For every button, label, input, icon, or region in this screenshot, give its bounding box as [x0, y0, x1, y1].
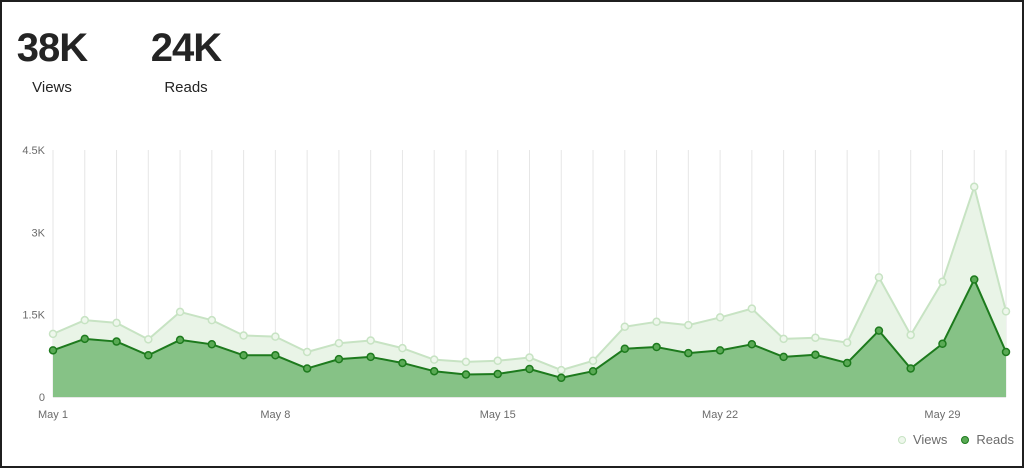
x-tick-label: May 8: [260, 409, 290, 421]
reads-point: [906, 364, 915, 373]
views-point: [239, 331, 248, 340]
reads-point: [398, 358, 407, 368]
reads-point: [302, 364, 312, 373]
views-stat: 38K Views: [12, 24, 92, 98]
views-point: [144, 335, 153, 344]
views-point: [48, 329, 58, 339]
legend-item-reads[interactable]: Reads: [961, 432, 1014, 447]
reads-area: [53, 279, 1006, 397]
x-tick-label: May 15: [480, 409, 516, 421]
views-point: [525, 353, 534, 362]
reads-point: [747, 340, 757, 349]
reads-legend-dot-icon: [961, 435, 970, 444]
reads-point: [112, 337, 121, 346]
views-point: [429, 355, 439, 364]
reads-point: [684, 348, 693, 358]
reads-point: [334, 354, 344, 364]
reads-point: [969, 275, 979, 284]
views-point: [938, 277, 947, 286]
reads-total: 24K: [150, 26, 222, 70]
views-point: [207, 315, 217, 325]
views-point: [493, 356, 502, 366]
views-point: [715, 313, 725, 322]
reads-point: [588, 366, 598, 376]
reads-point: [652, 342, 661, 352]
legend-reads-label: Reads: [976, 432, 1014, 447]
views-point: [80, 315, 90, 325]
views-point: [461, 357, 471, 367]
reads-point: [429, 366, 439, 376]
reads-point: [48, 346, 58, 355]
y-tick-label: 0: [39, 392, 45, 404]
reads-point: [366, 352, 375, 362]
reads-point: [175, 335, 185, 345]
views-point: [557, 365, 566, 375]
legend-views-label: Views: [912, 432, 948, 447]
x-tick-label: May 22: [702, 409, 738, 421]
views-point: [366, 336, 375, 345]
y-tick-label: 1.5K: [22, 310, 45, 322]
chart-legend: Views Reads: [884, 432, 1014, 447]
views-point: [588, 356, 598, 366]
views-point: [842, 338, 852, 347]
views-point: [334, 338, 344, 348]
reads-point: [842, 358, 852, 368]
views-point: [747, 304, 757, 313]
reads-point: [461, 370, 471, 379]
views-label: Views: [32, 79, 72, 96]
views-point: [302, 347, 312, 357]
reads-point: [207, 340, 217, 349]
views-point: [652, 317, 661, 327]
views-point: [906, 330, 915, 340]
reads-point: [557, 373, 566, 383]
reads-stat: 24K Reads: [146, 24, 226, 98]
reads-point: [811, 350, 820, 359]
views-point: [969, 182, 979, 192]
reads-point: [620, 344, 630, 353]
views-point: [271, 332, 280, 341]
reads-point: [938, 339, 947, 349]
y-tick-label: 3K: [32, 227, 46, 239]
views-total: 38K: [16, 26, 88, 70]
legend-item-views[interactable]: Views: [897, 432, 948, 447]
reads-point: [874, 326, 884, 335]
reads-point: [779, 352, 788, 362]
views-point: [112, 318, 121, 328]
reads-point: [1001, 347, 1011, 357]
reads-point: [80, 334, 90, 344]
reads-point: [525, 364, 534, 374]
views-point: [620, 322, 630, 331]
views-point: [811, 333, 820, 342]
views-point: [874, 273, 884, 282]
reads-point: [493, 369, 502, 379]
reads-point: [715, 346, 725, 355]
views-point: [175, 307, 185, 317]
views-point: [684, 320, 693, 330]
x-tick-label: May 29: [924, 409, 960, 421]
x-tick-label: May 1: [38, 409, 68, 421]
y-tick-label: 4.5K: [22, 145, 45, 157]
views-legend-dot-icon: [897, 435, 906, 444]
views-point: [1001, 307, 1011, 316]
reads-point: [271, 351, 280, 360]
reads-label: Reads: [164, 79, 208, 96]
reads-point: [144, 351, 153, 360]
views-point: [779, 334, 788, 344]
reads-point: [239, 351, 248, 360]
views-point: [398, 343, 407, 353]
